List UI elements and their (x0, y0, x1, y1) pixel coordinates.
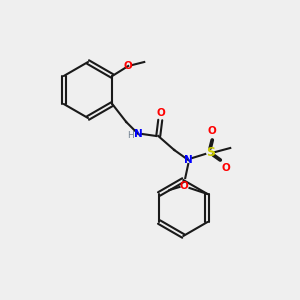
Text: O: O (179, 181, 188, 191)
Text: N: N (184, 155, 193, 165)
Text: N: N (134, 129, 142, 139)
Text: S: S (206, 146, 215, 158)
Text: O: O (157, 108, 166, 118)
Text: O: O (124, 61, 133, 71)
Text: O: O (208, 126, 217, 136)
Text: H: H (127, 131, 134, 140)
Text: O: O (222, 163, 231, 173)
